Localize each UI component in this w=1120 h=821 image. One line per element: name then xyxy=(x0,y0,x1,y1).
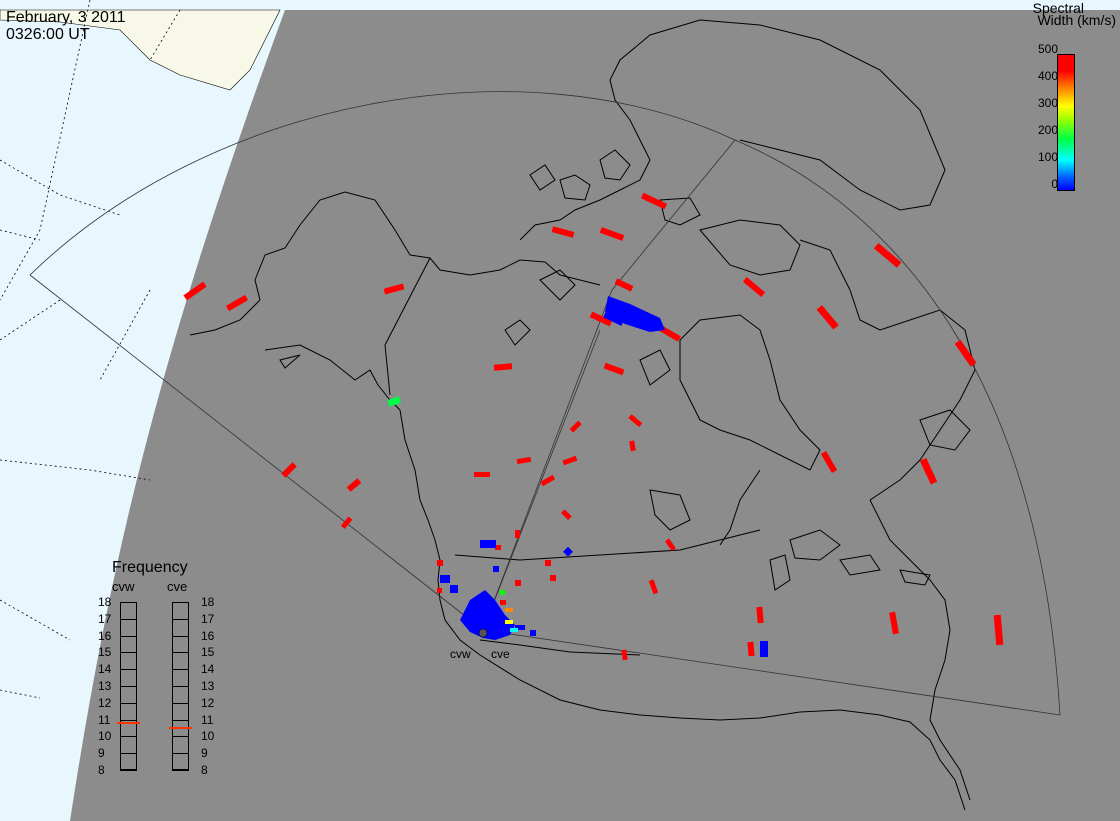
frequency-tick-label: 18 xyxy=(98,595,112,609)
frequency-gridline xyxy=(172,652,189,654)
radar-site-label: cvw xyxy=(450,647,471,661)
daylit-land xyxy=(0,9,281,91)
radar-fov xyxy=(29,91,1061,716)
frequency-gridline xyxy=(172,669,189,671)
frequency-marker-cvw xyxy=(117,721,140,724)
frequency-radar-label: cve xyxy=(167,579,188,594)
frequency-tick-label: 9 xyxy=(201,746,208,761)
frequency-gridline xyxy=(120,686,137,687)
legend-title: Spectral xyxy=(1032,0,1084,16)
title-time: 0326:00 UT xyxy=(6,26,90,43)
frequency-gridline xyxy=(172,618,189,620)
echo-cells-mixed xyxy=(387,396,518,632)
frequency-gridline xyxy=(172,753,189,755)
frequency-gridline xyxy=(120,618,137,620)
frequency-gridline xyxy=(120,652,137,654)
frequency-tick-label: 10 xyxy=(98,729,112,744)
frequency-gridline xyxy=(120,635,137,637)
graticule xyxy=(0,0,181,699)
frequency-gridline xyxy=(172,719,189,721)
frequency-tick-label: 10 xyxy=(201,729,215,744)
colorbar-tick: 300 xyxy=(1037,96,1058,110)
frequency-gridline xyxy=(120,736,137,738)
frequency-gridline xyxy=(172,770,189,771)
legend-units: Width (km/s) xyxy=(1037,12,1116,28)
colorbar-tick: 400 xyxy=(1037,69,1058,83)
frequency-radar-label: cvw xyxy=(112,579,135,594)
frequency-gridline xyxy=(172,602,189,603)
frequency-tick-label: 15 xyxy=(201,645,215,660)
frequency-gridline xyxy=(172,702,189,704)
colorbar xyxy=(1057,54,1075,191)
frequency-gridline xyxy=(172,736,189,738)
frequency-tick-label: 14 xyxy=(201,662,215,677)
borders xyxy=(384,257,761,656)
frequency-tick-label: 17 xyxy=(201,611,215,626)
colorbar-tick: 0 xyxy=(1051,177,1058,191)
frequency-tick-label: 13 xyxy=(98,679,112,693)
frequency-gridline xyxy=(120,770,137,771)
colorbar-tick: 200 xyxy=(1037,123,1058,137)
radar-site-label: cve xyxy=(491,647,510,661)
frequency-marker-cve xyxy=(169,727,192,729)
echo-cells-blue xyxy=(440,296,768,657)
frequency-tick-label: 11 xyxy=(98,712,111,727)
colorbar-tick: 100 xyxy=(1037,150,1058,164)
frequency-tick-label: 17 xyxy=(98,611,112,626)
radar-site-marker xyxy=(478,628,488,638)
frequency-tick-label: 13 xyxy=(201,679,215,693)
frequency-tick-label: 16 xyxy=(98,628,112,643)
frequency-tick-label: 14 xyxy=(98,662,112,677)
frequency-tick-label: 9 xyxy=(98,746,105,761)
frequency-tick-label: 12 xyxy=(201,695,215,710)
frequency-gridline xyxy=(120,702,137,704)
coastlines xyxy=(189,19,976,811)
frequency-gridline xyxy=(120,719,137,721)
frequency-tick-label: 8 xyxy=(201,763,208,777)
frequency-tick-label: 15 xyxy=(98,645,112,660)
frequency-tick-label: 8 xyxy=(98,763,105,777)
frequency-gridline xyxy=(120,753,137,755)
frequency-tick-label: 16 xyxy=(201,628,215,643)
frequency-gridline xyxy=(172,635,189,637)
title-date: February, 3 2011 xyxy=(6,9,126,26)
frequency-gridline xyxy=(120,669,137,671)
colorbar-tick: 500 xyxy=(1037,42,1058,56)
frequency-title: Frequency xyxy=(112,559,188,576)
frequency-gridline xyxy=(120,602,137,603)
frequency-tick-label: 11 xyxy=(201,712,214,727)
frequency-tick-label: 18 xyxy=(201,595,215,609)
frequency-gridline xyxy=(172,686,189,687)
night-shadow xyxy=(70,10,1120,821)
frequency-tick-label: 12 xyxy=(98,695,112,710)
